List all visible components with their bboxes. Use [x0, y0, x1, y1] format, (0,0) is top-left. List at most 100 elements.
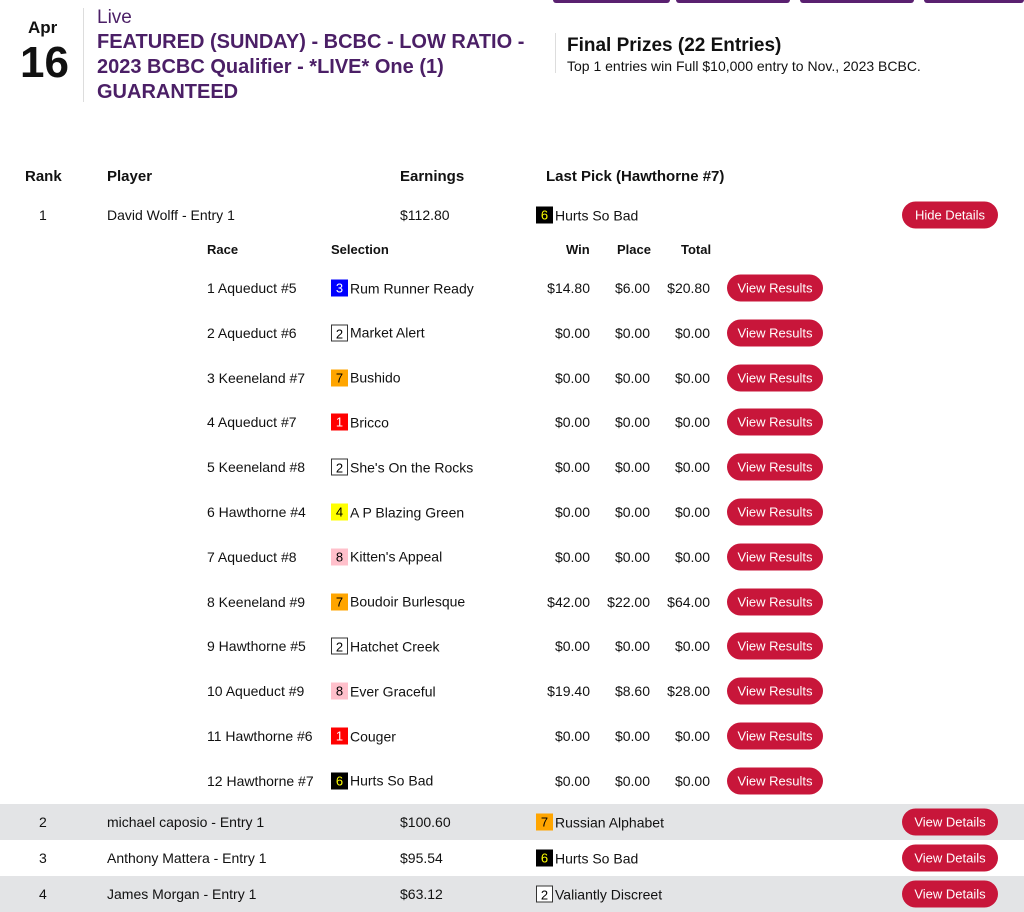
horse-name: Kitten's Appeal [350, 548, 443, 565]
win-amount: $0.00 [554, 548, 590, 565]
win-amount: $14.80 [547, 280, 590, 296]
selection: 1 Bricco [331, 413, 389, 431]
race-detail-row: 2 Aqueduct #6 2 Market Alert $0.00 $0.00 … [0, 318, 1024, 348]
nav-tab[interactable] [553, 0, 670, 3]
leaderboard-row: 4 James Morgan - Entry 1 $63.12 2 Valiant… [0, 876, 1024, 912]
view-results-button[interactable]: View Results [727, 767, 823, 795]
win-amount: $0.00 [554, 324, 590, 341]
selection: 7 Boudoir Burlesque [331, 593, 466, 611]
race-detail-row: 1 Aqueduct #5 3 Rum Runner Ready $14.80 $… [0, 273, 1024, 303]
sub-column-selection: Selection [331, 242, 389, 257]
place-amount: $22.00 [607, 593, 650, 610]
saddle-cloth-number: 2 [331, 637, 348, 655]
view-details-button[interactable]: View Details [902, 844, 998, 872]
view-results-button[interactable]: View Results [727, 722, 823, 750]
horse-name: Rum Runner Ready [350, 280, 474, 296]
race-detail-row: 9 Hawthorne #5 2 Hatchet Creek $0.00 $0.0… [0, 631, 1024, 661]
nav-tab[interactable] [800, 0, 914, 3]
race: 11 Hawthorne #6 [207, 728, 313, 744]
view-results-button[interactable]: View Results [727, 319, 823, 347]
race-detail-row: 12 Hawthorne #7 6 Hurts So Bad $0.00 $0.0… [0, 766, 1024, 796]
place-amount: $0.00 [614, 548, 650, 565]
horse-name: Russian Alphabet [555, 814, 664, 830]
horse-name: A P Blazing Green [350, 504, 465, 520]
nav-tab[interactable] [924, 0, 1024, 3]
place-amount: $8.60 [614, 683, 650, 700]
place-amount: $0.00 [614, 459, 650, 476]
total-amount: $0.00 [674, 504, 710, 520]
saddle-cloth-number: 8 [331, 682, 348, 700]
total-amount: $0.00 [674, 728, 710, 744]
player-name: James Morgan - Entry 1 [107, 886, 257, 902]
race-detail-row: 4 Aqueduct #7 1 Bricco $0.00 $0.00 $0.00 … [0, 407, 1024, 437]
last-pick: 7 Russian Alphabet [536, 813, 664, 831]
earnings: $63.12 [400, 886, 443, 902]
rank: 3 [39, 850, 47, 866]
event-status: Live [97, 7, 132, 28]
view-details-button[interactable]: View Details [902, 808, 998, 836]
selection: 2 She's On the Rocks [331, 458, 474, 476]
view-results-button[interactable]: View Results [727, 364, 823, 392]
saddle-cloth-number: 2 [331, 458, 348, 476]
view-results-button[interactable]: View Results [727, 543, 823, 571]
view-results-button[interactable]: View Results [727, 274, 823, 302]
race: 12 Hawthorne #7 [207, 772, 314, 789]
selection: 6 Hurts So Bad [331, 772, 433, 790]
player-name: David Wolff - Entry 1 [107, 207, 235, 223]
horse-name: Bushido [350, 369, 401, 386]
saddle-cloth-number: 4 [331, 503, 348, 521]
total-amount: $0.00 [674, 459, 710, 476]
hide-details-button[interactable]: Hide Details [902, 201, 998, 229]
horse-name: She's On the Rocks [350, 459, 474, 476]
rank: 2 [39, 814, 47, 830]
column-rank: Rank [25, 168, 62, 185]
horse-name: Ever Graceful [350, 683, 436, 700]
total-amount: $20.80 [667, 280, 710, 296]
win-amount: $0.00 [554, 414, 590, 431]
place-amount: $0.00 [614, 728, 650, 744]
nav-tab[interactable] [676, 0, 790, 3]
total-amount: $0.00 [674, 548, 710, 565]
total-amount: $64.00 [667, 593, 710, 610]
rank: 1 [39, 207, 47, 223]
view-results-button[interactable]: View Results [727, 588, 823, 616]
view-results-button[interactable]: View Results [727, 453, 823, 481]
win-amount: $0.00 [554, 638, 590, 655]
saddle-cloth-number: 6 [536, 849, 553, 867]
place-amount: $0.00 [614, 324, 650, 341]
total-amount: $0.00 [674, 638, 710, 655]
win-amount: $0.00 [554, 728, 590, 744]
race-detail-row: 8 Keeneland #9 7 Boudoir Burlesque $42.00… [0, 587, 1024, 617]
place-amount: $0.00 [614, 772, 650, 789]
event-title: FEATURED (SUNDAY) - BCBC - LOW RATIO - 2… [97, 31, 525, 103]
horse-name: Hatchet Creek [350, 638, 440, 655]
place-amount: $0.00 [614, 414, 650, 431]
view-results-button[interactable]: View Results [727, 677, 823, 705]
view-results-button[interactable]: View Results [727, 408, 823, 436]
earnings: $95.54 [400, 850, 443, 866]
view-details-button[interactable]: View Details [902, 880, 998, 908]
horse-name: Hurts So Bad [555, 850, 639, 866]
selection: 7 Bushido [331, 369, 401, 387]
saddle-cloth-number: 2 [536, 885, 553, 903]
selection: 8 Ever Graceful [331, 682, 436, 700]
horse-name: Boudoir Burlesque [350, 593, 466, 610]
race-detail-row: 11 Hawthorne #6 1 Couger $0.00 $0.00 $0.0… [0, 721, 1024, 751]
win-amount: $42.00 [547, 593, 590, 610]
saddle-cloth-number: 7 [331, 593, 348, 611]
player-name: Anthony Mattera - Entry 1 [107, 850, 267, 866]
race: 4 Aqueduct #7 [207, 414, 297, 431]
place-amount: $0.00 [614, 504, 650, 520]
saddle-cloth-number: 2 [331, 324, 348, 342]
selection: 2 Market Alert [331, 324, 425, 342]
view-results-button[interactable]: View Results [727, 498, 823, 526]
race: 1 Aqueduct #5 [207, 280, 297, 296]
view-results-button[interactable]: View Results [727, 632, 823, 660]
event-month: Apr [28, 18, 58, 37]
race: 5 Keeneland #8 [207, 459, 306, 476]
race: 7 Aqueduct #8 [207, 548, 297, 565]
race-detail-row: 10 Aqueduct #9 8 Ever Graceful $19.40 $8.… [0, 676, 1024, 706]
sub-column-place: Place [617, 242, 651, 257]
race: 10 Aqueduct #9 [207, 683, 305, 700]
